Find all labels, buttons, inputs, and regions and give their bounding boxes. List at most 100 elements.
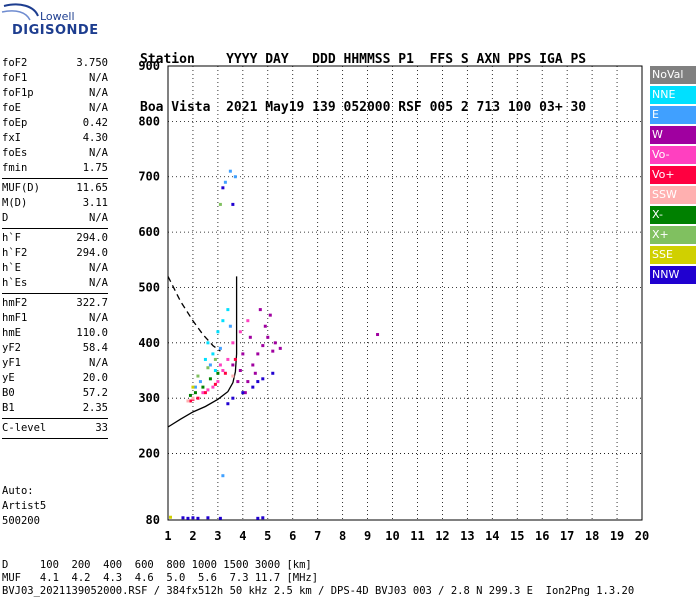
echo-point [231,363,235,367]
echo-point [193,391,197,395]
param-row: hmF1 N/A [2,311,108,326]
param-row: foEp 0.42 [2,116,108,131]
param-name: foEp [2,117,28,129]
param-value: 294.0 [76,247,108,259]
param-row: yF1 N/A [2,356,108,371]
param-name: hmE [2,327,21,339]
echo-point [238,330,242,334]
file-info-row: BVJ03_2021139052000.RSF / 384fx512h 50 k… [2,585,635,597]
echo-point [188,399,192,403]
param-value: N/A [89,277,108,289]
param-value: N/A [89,262,108,274]
param-name: B0 [2,387,15,399]
y-tick-label: 200 [138,447,160,461]
x-tick-label: 5 [264,529,271,543]
echo-point [191,396,195,400]
echo-point [216,380,220,384]
echo-point [251,363,255,367]
param-value: 3.750 [76,57,108,69]
y-tick-label: 900 [138,59,160,73]
distance-row: D 100 200 400 600 800 1000 1500 3000 [km… [2,559,312,571]
echo-point [208,363,212,367]
echo-point [206,366,210,370]
echo-point [218,202,222,206]
digisonde-logo: Lowell DIGISONDE [0,0,125,48]
x-tick-label: 14 [485,529,499,543]
echo-point [263,324,267,328]
param-value: 294.0 [76,232,108,244]
param-row: foEs N/A [2,146,108,161]
param-name: D [2,212,9,224]
echo-point [198,380,202,384]
echo-point [221,186,225,190]
legend-entry: X+ [650,226,696,244]
echo-point [211,385,215,389]
param-name: yE [2,372,15,384]
param-name: foEs [2,147,28,159]
echo-point [241,352,245,356]
echo-point [231,396,235,400]
echo-point [218,363,222,367]
echo-point [213,357,217,361]
param-value: N/A [89,87,108,99]
y-tick-label: 300 [138,391,160,405]
param-value: 3.11 [82,197,108,209]
param-value: 110.0 [76,327,108,339]
param-row: yE 20.0 [2,371,108,386]
echo-point [186,399,190,403]
echo-point [266,335,270,339]
y-tick-label: 400 [138,336,160,350]
y-tick-label: 80 [146,513,160,527]
polarization-legend: NoVal NNE E W Vo- Vo+ SSW X- X+ SSE NNW [650,66,696,286]
x-tick-label: 10 [385,529,399,543]
param-name: hmF2 [2,297,28,309]
param-row: C-level 33 [2,421,108,436]
x-tick-label: 4 [239,529,246,543]
x-tick-label: 3 [214,529,221,543]
echo-point [233,357,237,361]
param-name: fmin [2,162,28,174]
param-name: B1 [2,402,15,414]
param-value: 1.75 [82,162,108,174]
x-tick-label: 8 [339,529,346,543]
x-tick-label: 12 [435,529,449,543]
echo-point [243,391,247,395]
echo-point [168,515,172,519]
echo-point [273,341,277,345]
param-name: hmF1 [2,312,28,324]
param-value: 2.35 [82,402,108,414]
echo-point [246,319,250,323]
echo-point [256,380,260,384]
echo-point [213,369,217,373]
param-name: foF1p [2,87,34,99]
y-tick-label: 700 [138,170,160,184]
auto-code: 500200 [2,515,40,527]
legend-entry: NoVal [650,66,696,84]
legend-entry: Vo- [650,146,696,164]
legend-entry: SSW [650,186,696,204]
echo-point [238,369,242,373]
trace-curve-solid [167,276,238,428]
echo-point [223,371,227,375]
echo-point [236,380,240,384]
param-name: MUF(D) [2,182,40,194]
echo-point [246,380,250,384]
param-value: N/A [89,72,108,84]
param-separator [2,438,108,439]
x-tick-label: 18 [585,529,599,543]
echo-point [226,402,230,406]
param-value: N/A [89,102,108,114]
param-row: MUF(D) 11.65 [2,181,108,196]
param-row: foF2 3.750 [2,56,108,71]
param-row: foF1p N/A [2,86,108,101]
param-separator [2,228,108,229]
param-name: yF1 [2,357,21,369]
echo-point [228,324,232,328]
x-tick-label: 11 [410,529,424,543]
param-row: h`E N/A [2,261,108,276]
legend-entry: SSE [650,246,696,264]
echo-point [258,308,262,312]
echo-point [231,374,235,378]
echo-point [261,377,265,381]
x-tick-label: 15 [510,529,524,543]
